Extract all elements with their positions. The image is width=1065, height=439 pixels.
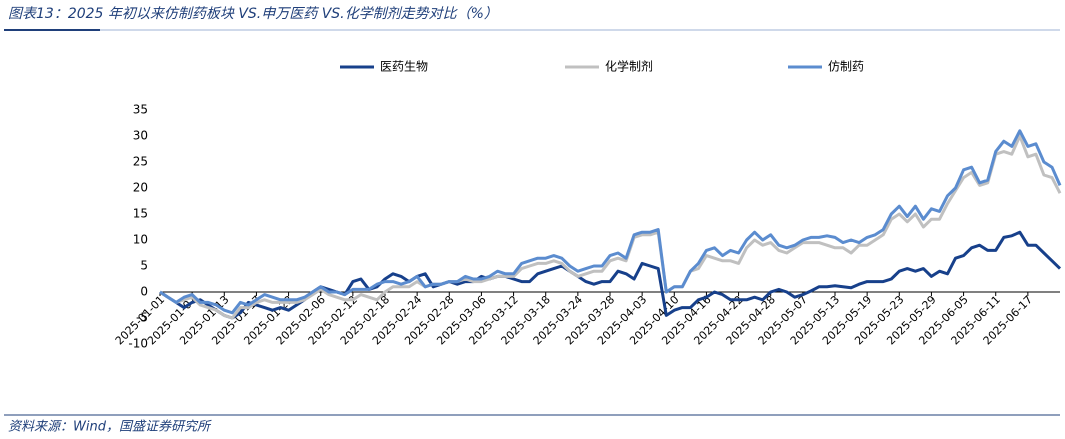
- y-tick-label: 20: [133, 181, 148, 195]
- y-tick-label: 10: [133, 233, 148, 247]
- y-tick-label: 30: [133, 129, 148, 143]
- chart-title: 图表13：2025 年初以来仿制药板块 VS.申万医药 VS.化学制剂走势对比（…: [8, 6, 498, 22]
- y-tick-label: 0: [140, 285, 148, 299]
- y-tick-label: 25: [133, 155, 148, 169]
- y-tick-label: 15: [133, 207, 148, 221]
- y-tick-label: -5: [136, 311, 148, 325]
- legend-label: 仿制药: [828, 60, 864, 74]
- y-tick-label: -10: [128, 337, 148, 351]
- y-tick-label: 35: [133, 103, 148, 117]
- series-line: [159, 134, 1062, 320]
- series-line: [159, 129, 1062, 315]
- source: 资料来源：Wind，国盛证券研究所: [8, 419, 212, 435]
- y-tick-label: 5: [140, 259, 148, 273]
- legend-label: 医药生物: [380, 60, 428, 74]
- legend-label: 化学制剂: [605, 59, 653, 74]
